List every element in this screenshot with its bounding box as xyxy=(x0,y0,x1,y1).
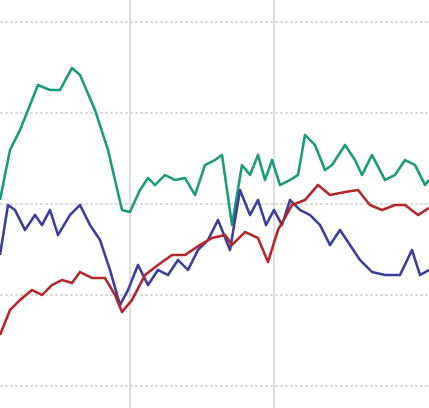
series-line xyxy=(0,183,429,336)
series-line xyxy=(0,66,429,227)
series-line xyxy=(0,188,429,307)
